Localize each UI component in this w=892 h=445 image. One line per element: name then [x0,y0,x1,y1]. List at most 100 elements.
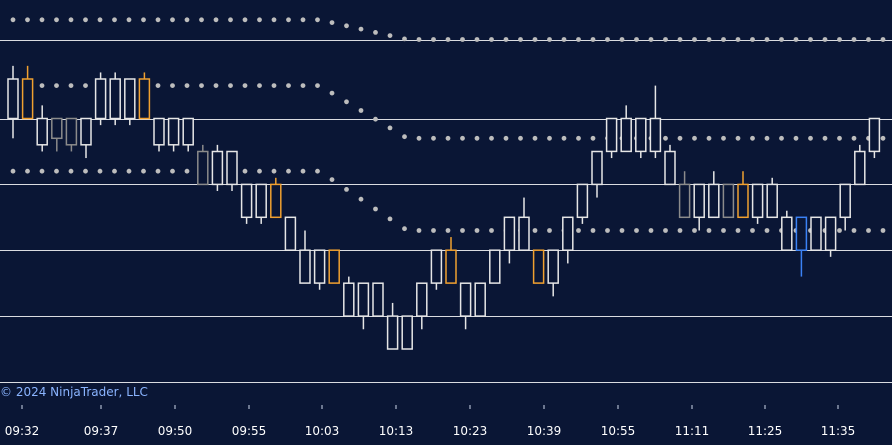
candle-39[interactable] [576,183,589,224]
candle-59[interactable] [868,117,881,159]
band-dot-middle [735,135,741,141]
candle-5[interactable] [80,117,92,159]
candle-28[interactable] [416,282,428,330]
candle-0[interactable] [7,65,19,139]
candle-13[interactable] [197,144,209,186]
time-tick-label: 09:32 [5,424,40,438]
candle-body [635,117,647,153]
band-dot-middle [590,135,596,141]
candle-27[interactable] [401,315,413,350]
candle-23[interactable] [343,276,355,317]
candle-57[interactable] [839,183,851,231]
candle-22[interactable] [328,249,340,284]
band-dot-upper [184,17,190,23]
candle-30[interactable] [445,237,457,284]
candle-36[interactable] [532,249,545,284]
candle-50[interactable] [737,171,749,219]
band-dot-lower [25,168,30,174]
band-dot-upper [83,17,88,23]
candle-35[interactable] [518,197,530,251]
candle-49[interactable] [722,183,735,219]
candle-45[interactable] [664,144,676,186]
candle-body [182,117,194,146]
band-dot-middle [576,135,581,141]
candle-46[interactable] [678,171,691,219]
band-dot-middle [213,83,219,88]
band-dot-upper [605,37,610,42]
candle-6[interactable] [94,72,107,126]
band-dot-lower [663,228,668,233]
candle-body [839,183,851,219]
band-dot-upper [779,37,784,42]
candle-19[interactable] [284,216,297,251]
candle-21[interactable] [313,249,326,290]
candle-10[interactable] [153,117,165,152]
band-dot-upper [460,37,465,42]
band-dot-upper [344,23,349,29]
time-tick-label: 11:35 [821,424,856,438]
candle-2[interactable] [36,105,48,152]
candle-26[interactable] [386,302,399,350]
band-dot-middle [808,135,813,141]
candle-body [576,183,589,219]
candle-53[interactable] [781,210,793,251]
candle-4[interactable] [65,117,78,152]
candle-47[interactable] [693,183,705,231]
candle-25[interactable] [372,282,384,317]
candle-44[interactable] [649,85,662,159]
candle-body [708,183,720,219]
candle-body [722,183,735,219]
candle-11[interactable] [167,117,180,152]
candle-17[interactable] [255,183,267,224]
candle-42[interactable] [620,105,632,153]
band-dot-upper [677,37,683,42]
band-dot-lower [97,168,103,174]
band-dot-upper [866,37,871,42]
candle-8[interactable] [124,78,136,126]
candle-52[interactable] [766,177,778,219]
band-dot-upper [97,17,103,23]
candle-14[interactable] [211,144,224,191]
candle-24[interactable] [357,282,370,330]
candle-38[interactable] [562,216,574,264]
candle-16[interactable] [240,183,253,224]
candle-37[interactable] [547,249,559,297]
candle-55[interactable] [810,216,822,251]
candle-56[interactable] [824,216,837,257]
candle-29[interactable] [430,249,443,290]
candle-7[interactable] [109,72,121,126]
band-dot-lower [300,168,306,174]
candle-43[interactable] [635,117,647,159]
band-dot-middle [300,83,306,88]
candle-33[interactable] [489,249,501,284]
candle-body [664,150,676,186]
candle-1[interactable] [21,65,34,120]
candle-41[interactable] [605,117,618,159]
band-dot-middle [184,83,190,88]
candle-31[interactable] [459,282,472,330]
band-dot-middle [242,83,248,88]
candle-15[interactable] [226,150,238,191]
candle-9[interactable] [138,72,151,120]
band-dot-middle [329,90,335,96]
band-dot-upper [10,17,16,23]
candle-32[interactable] [474,282,486,317]
candle-48[interactable] [708,171,720,219]
band-dot-lower [344,187,349,192]
candle-51[interactable] [751,183,764,224]
band-dot-upper [706,37,712,42]
band-dot-upper [39,17,45,23]
band-dot-upper [300,17,306,23]
candle-54[interactable] [795,216,808,277]
candle-58[interactable] [854,144,866,186]
candle-20[interactable] [299,230,311,284]
candle-12[interactable] [182,117,194,152]
candle-40[interactable] [591,150,603,198]
band-dot-upper [68,17,74,23]
candle-34[interactable] [503,216,516,264]
candle-18[interactable] [270,177,282,219]
band-dot-lower [576,228,581,233]
candle-3[interactable] [51,117,63,152]
